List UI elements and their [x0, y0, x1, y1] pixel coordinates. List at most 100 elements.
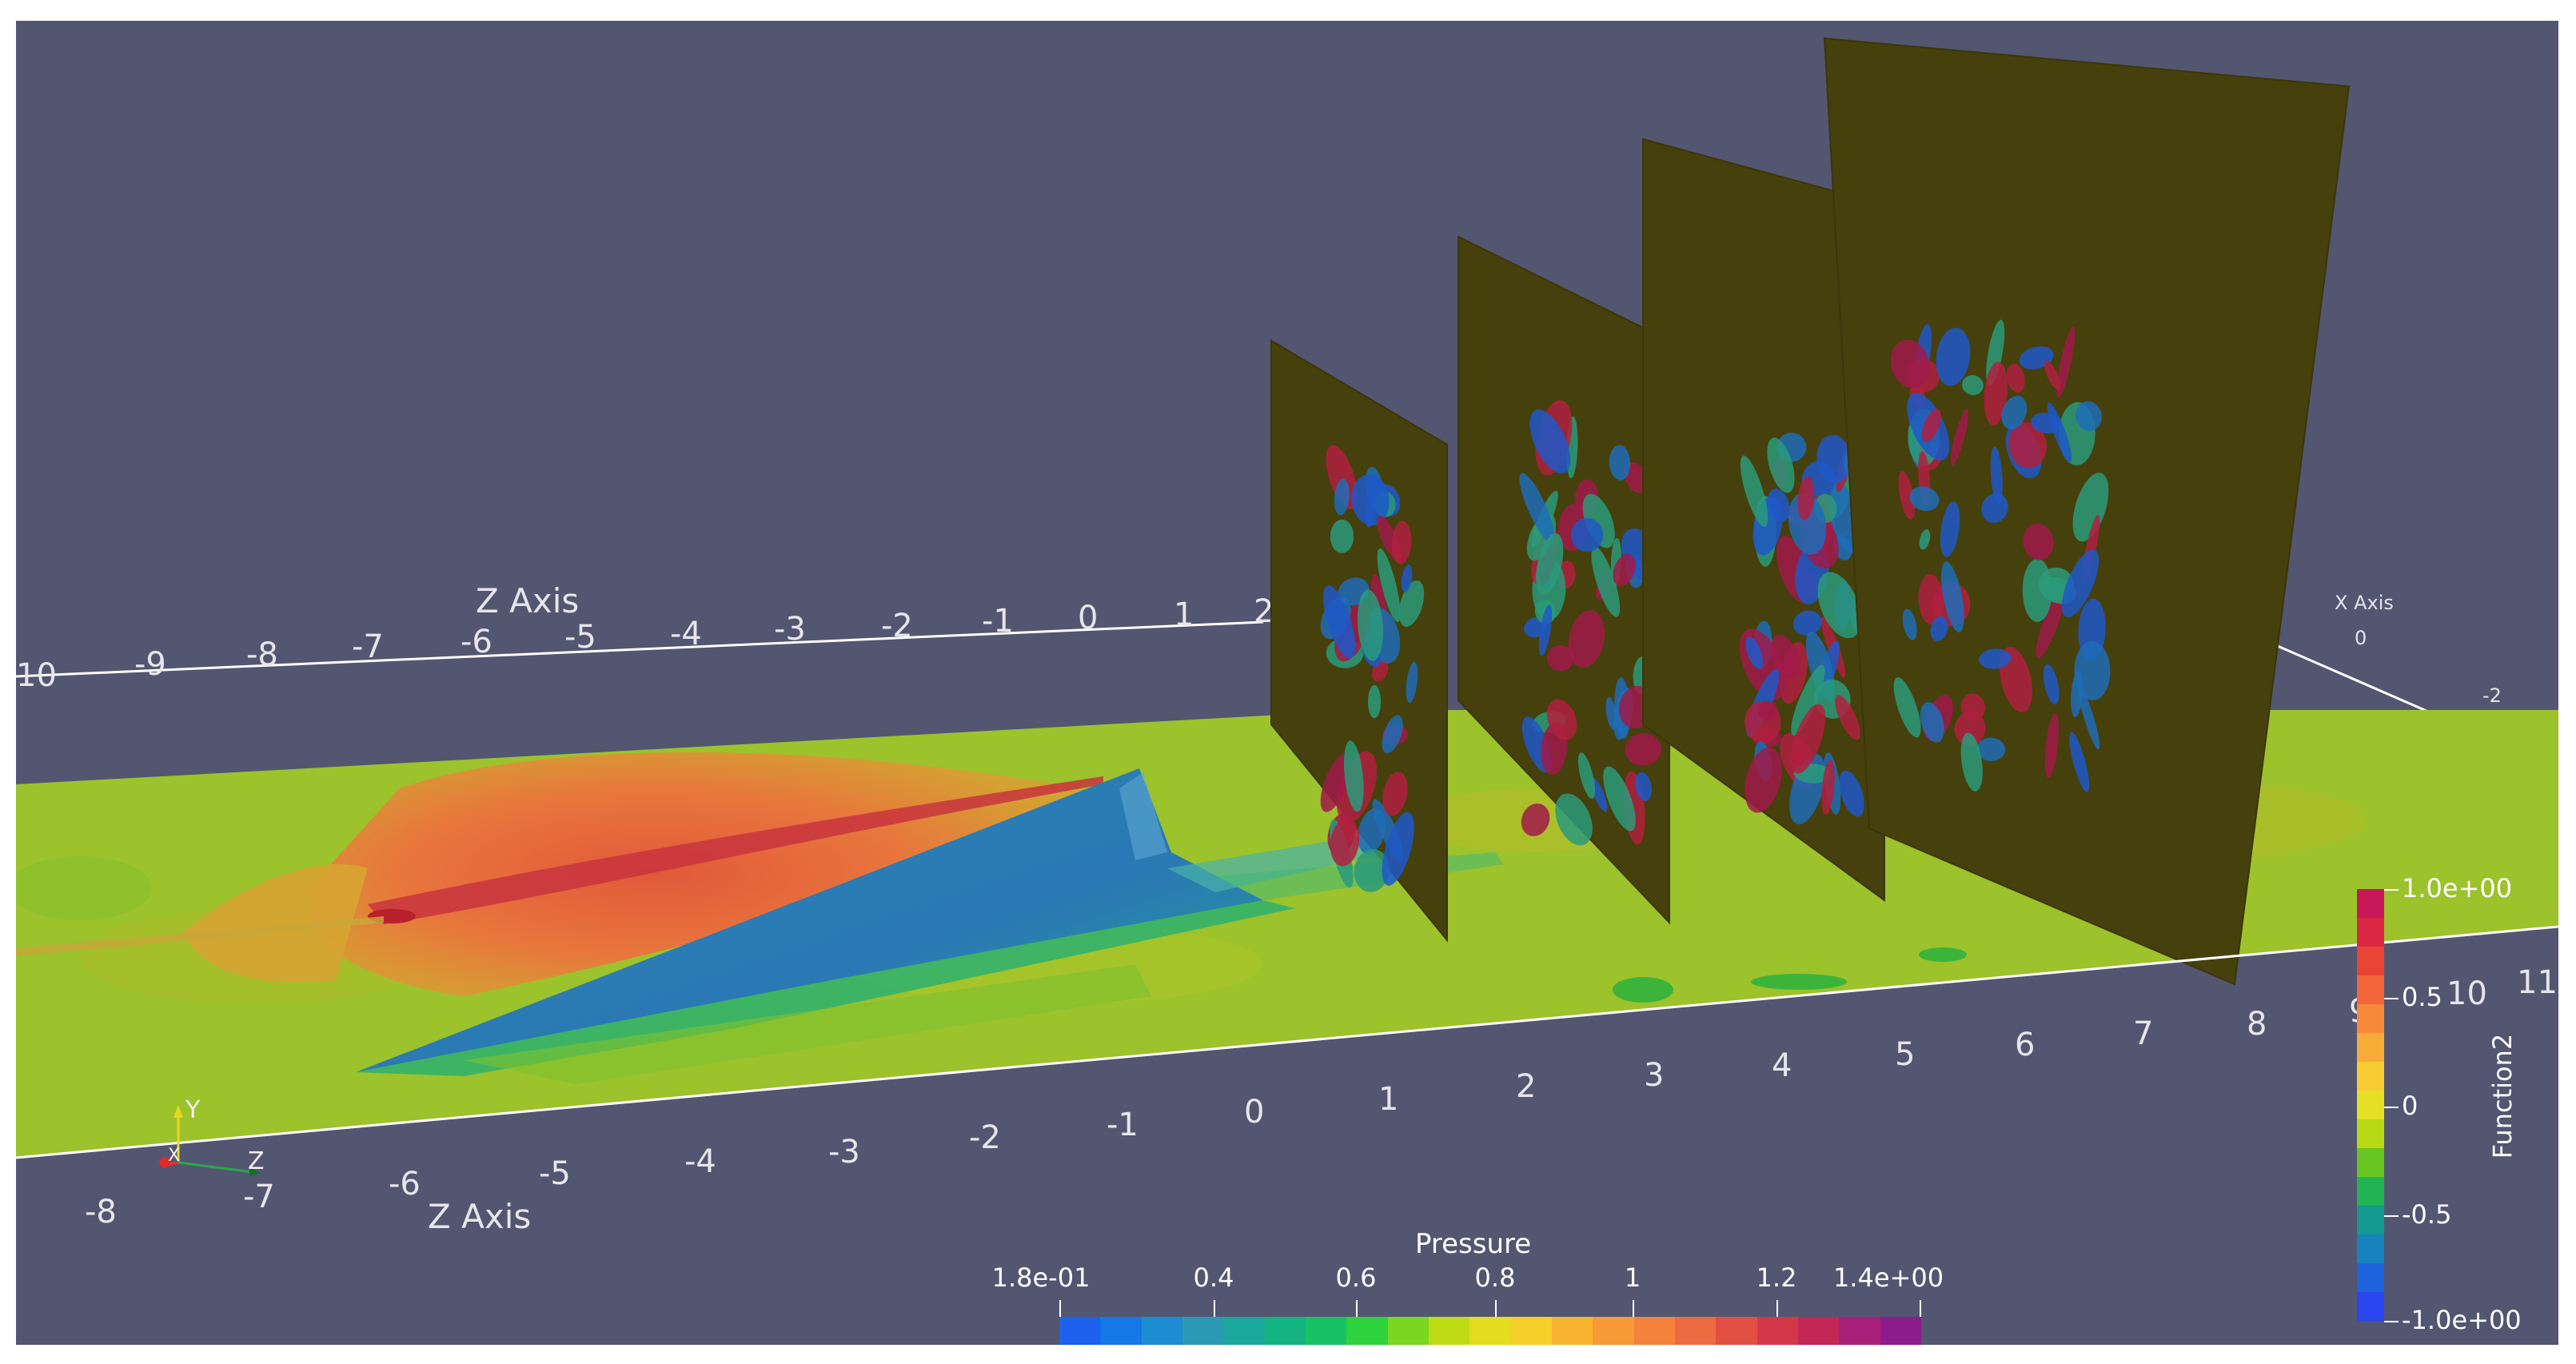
z-axis-front-tick: -6 — [389, 1166, 421, 1202]
pressure-bar-segment — [1551, 1317, 1593, 1345]
z-axis-front-tick: 5 — [1895, 1036, 1915, 1073]
z-axis-back-tick: 10 — [16, 657, 57, 694]
pressure-bar-tick — [1776, 1300, 1778, 1318]
pressure-bar-segment — [1100, 1317, 1142, 1345]
function2-bar-segment — [2357, 1177, 2384, 1206]
pressure-bar-segment — [1182, 1317, 1224, 1345]
function2-bar-segment — [2357, 975, 2384, 1004]
function2-bar-segment — [2357, 947, 2384, 975]
z-axis-back-tick: -1 — [982, 603, 1014, 640]
z-axis-back-tick: -3 — [774, 611, 806, 648]
z-axis-front-tick: -8 — [85, 1194, 117, 1230]
pressure-bar-tick-label: 1.4e+00 — [1832, 1262, 1944, 1293]
pressure-bar-tick-label: 1 — [1624, 1262, 1641, 1293]
pressure-bar-segment — [1839, 1317, 1880, 1345]
pressure-bar-segment — [1510, 1317, 1552, 1345]
slice-plane — [1642, 138, 1885, 902]
render-viewport[interactable]: Z Axis 10 -9 -8 -7 -6 -5 -4 -3 -2 -1 0 1 2 X Axis 0 … — [16, 21, 2558, 1345]
pressure-bar-tick — [1495, 1300, 1497, 1318]
pressure-bar-tick — [1633, 1300, 1634, 1318]
z-axis-back-tick: -8 — [246, 636, 278, 673]
z-axis-front-tick: -3 — [828, 1134, 860, 1171]
z-axis-back-title: Z Axis — [476, 581, 579, 620]
slice-plane — [1823, 37, 2351, 986]
function2-bar-tick — [2384, 998, 2399, 999]
z-axis-front-tick: 0 — [1244, 1094, 1264, 1131]
x-axis-tick: 0 — [2355, 627, 2367, 649]
z-axis-front-tick: -1 — [1107, 1107, 1138, 1143]
pressure-bar-tick — [1356, 1300, 1358, 1318]
function2-bar-tick — [2384, 1107, 2399, 1108]
z-axis-front-tick: 11 — [2517, 964, 2558, 1001]
z-axis-back-tick: 1 — [1174, 596, 1194, 633]
z-axis-back: Z Axis 10 -9 -8 -7 -6 -5 -4 -3 -2 -1 0 1 2 — [16, 581, 1274, 694]
z-axis-front-tick: 6 — [2015, 1027, 2035, 1063]
pressure-bar-segment — [1223, 1317, 1265, 1345]
function2-bar-segment — [2357, 1206, 2384, 1234]
function2-bar-segment — [2357, 1091, 2384, 1119]
function2-bar-segment — [2357, 1234, 2384, 1263]
z-axis-front-title: Z Axis — [428, 1197, 531, 1236]
pressure-bar-tick — [1059, 1300, 1061, 1318]
function2-bar-tick — [2384, 889, 2399, 891]
pressure-bar-tick-label: 0.6 — [1335, 1262, 1377, 1293]
z-axis-front-tick: -5 — [539, 1155, 571, 1192]
slice-plane — [1270, 339, 1448, 943]
pressure-bar-segment — [1305, 1317, 1347, 1345]
function2-bar-segment — [2357, 1004, 2384, 1033]
function2-bar-title: Function2 — [2487, 1033, 2518, 1159]
function2-bar-segment — [2357, 1033, 2384, 1062]
pressure-bar-segment — [1757, 1317, 1798, 1345]
orientation-x-label: X — [168, 1146, 180, 1166]
z-axis-back-ticks: 10 -9 -8 -7 -6 -5 -4 -3 -2 -1 0 1 2 — [16, 593, 1274, 694]
z-axis-back-tick: 0 — [1078, 600, 1098, 636]
slice-planes — [1270, 37, 2351, 986]
function2-bar-tick-label: -1.0e+00 — [2402, 1305, 2522, 1335]
scene-3d[interactable]: Z Axis 10 -9 -8 -7 -6 -5 -4 -3 -2 -1 0 1 2 X Axis 0 … — [16, 21, 2558, 1345]
pressure-bar-segment — [1633, 1317, 1675, 1345]
z-axis-front-tick: 4 — [1772, 1047, 1792, 1084]
pressure-bar-segment — [1593, 1317, 1634, 1345]
function2-bar-tick-label: 0.5 — [2402, 982, 2442, 1012]
pressure-bar-segment — [1428, 1317, 1470, 1345]
z-axis-front-tick: 2 — [1516, 1068, 1536, 1105]
orientation-y-label: Y — [185, 1096, 201, 1124]
function2-bar-tick-label: 0 — [2402, 1091, 2418, 1121]
z-axis-back-tick: -5 — [564, 619, 596, 656]
z-axis-front-tick: 7 — [2133, 1015, 2153, 1052]
pressure-bar-segment — [1059, 1317, 1101, 1345]
z-axis-front-tick: 10 — [2446, 975, 2487, 1012]
pressure-bar-tick-label: 1.8e-01 — [991, 1262, 1091, 1293]
pressure-bar-tick — [1920, 1300, 1921, 1318]
z-axis-back-tick: -2 — [881, 608, 913, 644]
pressure-bar-segment — [1797, 1317, 1840, 1345]
z-axis-front-tick: 3 — [1644, 1057, 1664, 1094]
function2-bar-tick — [2384, 1215, 2399, 1217]
pressure-bar-tick-label: 0.8 — [1474, 1262, 1516, 1293]
function2-bar-tick — [2384, 1321, 2399, 1322]
x-axis-title: X Axis — [2335, 592, 2394, 614]
z-axis-back-tick: -9 — [134, 646, 166, 683]
pressure-bar-segment — [1141, 1317, 1182, 1345]
z-axis-front-tick: 1 — [1378, 1081, 1398, 1118]
z-axis-back-tick: -6 — [461, 624, 492, 660]
orientation-widget: Y Z X — [159, 1096, 265, 1177]
z-axis-back-tick: -7 — [352, 628, 384, 665]
function2-bar-segment — [2357, 1263, 2384, 1292]
pressure-bar-segment — [1346, 1317, 1388, 1345]
pressure-bar-segment — [1387, 1317, 1429, 1345]
pressure-color-bar — [1059, 1317, 1921, 1345]
pressure-bar-segment — [1469, 1317, 1511, 1345]
z-axis-front-tick: 8 — [2247, 1006, 2267, 1043]
x-axis-tick: -2 — [2482, 684, 2502, 707]
orientation-z-label: Z — [248, 1147, 265, 1175]
pressure-bar-tick-label: 0.4 — [1193, 1262, 1234, 1293]
function2-bar-segment — [2357, 1292, 2384, 1321]
function2-bar-segment — [2357, 1062, 2384, 1091]
function2-bar-segment — [2357, 1148, 2384, 1177]
pressure-bar-tick — [1214, 1300, 1215, 1318]
pressure-bar-segment — [1674, 1317, 1717, 1345]
z-axis-front-tick: -2 — [969, 1119, 1001, 1156]
function2-color-bar — [2357, 889, 2384, 1321]
pressure-bar-tick-label: 1.2 — [1756, 1262, 1797, 1293]
